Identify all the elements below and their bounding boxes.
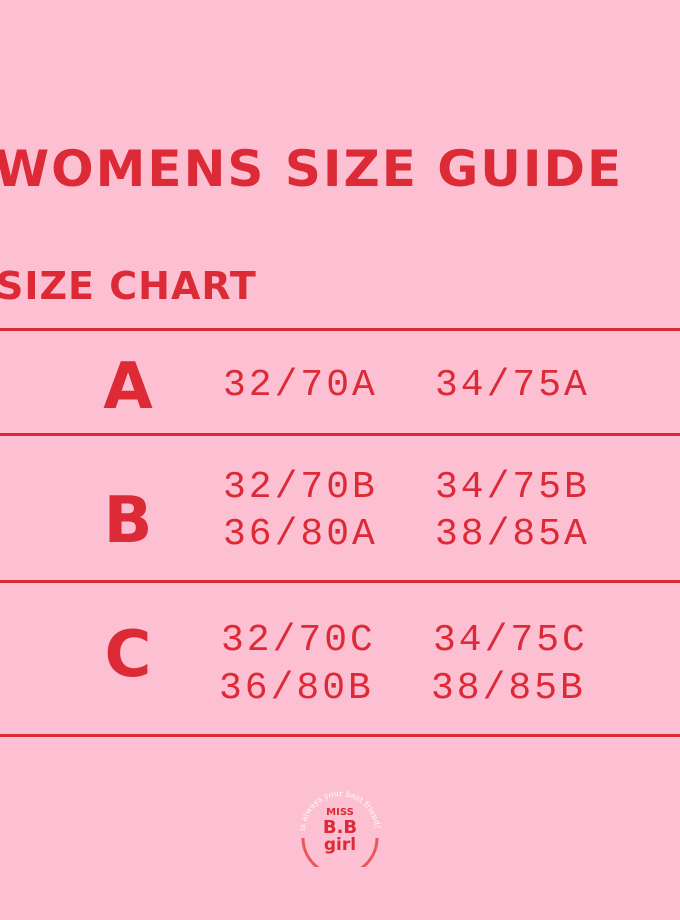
cup-label-c: C — [104, 618, 152, 692]
size-value: 36/80B — [219, 667, 374, 710]
logo-miss: MISS — [326, 807, 354, 818]
size-value: 34/75C — [433, 619, 588, 662]
logo-bb: B.B — [323, 817, 357, 838]
size-value: 32/70A — [223, 364, 378, 407]
brand-logo: is always your best friend! MISS B.B gir… — [298, 789, 382, 867]
size-value: 38/85B — [431, 667, 586, 710]
size-value: 34/75A — [435, 364, 590, 407]
size-value: 36/80A — [223, 513, 378, 556]
page-title: WOMENS SIZE GUIDE — [0, 140, 624, 198]
size-value: 32/70B — [223, 466, 378, 509]
divider — [0, 433, 680, 436]
size-value: 32/70C — [221, 619, 376, 662]
cup-label-b: B — [103, 484, 153, 558]
size-value: 38/85A — [435, 513, 590, 556]
divider — [0, 580, 680, 583]
divider — [0, 328, 680, 331]
logo-girl: girl — [324, 835, 356, 855]
size-value: 34/75B — [435, 466, 590, 509]
section-title: SIZE CHART — [0, 264, 257, 308]
cup-label-a: A — [103, 350, 153, 424]
divider — [0, 734, 680, 737]
